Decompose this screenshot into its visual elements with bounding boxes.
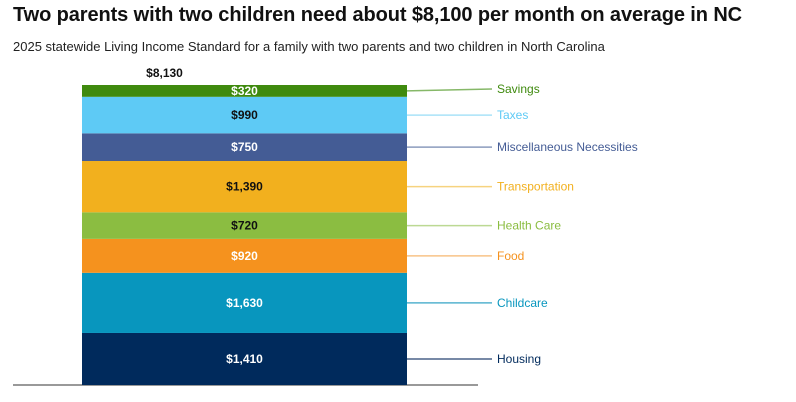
bar-value-label-transportation: $1,390 xyxy=(226,180,263,194)
chart-subtitle: 2025 statewide Living Income Standard fo… xyxy=(13,39,605,54)
bar-segment-savings xyxy=(82,85,407,97)
legend-label-transportation: Transportation xyxy=(497,180,574,194)
bar-segment-transportation xyxy=(82,161,407,213)
legend-label-miscellaneous-necessities: Miscellaneous Necessities xyxy=(497,140,638,154)
legend-label-food: Food xyxy=(497,249,524,263)
bar-value-label-taxes: $990 xyxy=(231,108,258,122)
legend-leader-line-savings xyxy=(406,88,493,92)
legend-label-housing: Housing xyxy=(497,352,541,366)
bar-value-label-housing: $1,410 xyxy=(226,352,263,366)
bar-segment-food xyxy=(82,238,407,273)
bar-segment-miscellaneous-necessities xyxy=(82,133,407,162)
chart-title: Two parents with two children need about… xyxy=(13,4,743,26)
bar-segment-taxes xyxy=(82,96,407,134)
bar-value-label-food: $920 xyxy=(231,249,258,263)
bar-value-label-miscellaneous-necessities: $750 xyxy=(231,140,258,154)
bar-segment-housing xyxy=(82,332,407,385)
bar-segment-childcare xyxy=(82,272,407,333)
legend-label-taxes: Taxes xyxy=(497,108,528,122)
bar-value-label-childcare: $1,630 xyxy=(226,296,263,310)
total-value-label: $8,130 xyxy=(146,66,183,80)
bar-value-label-savings: $320 xyxy=(231,84,258,98)
legend-label-childcare: Childcare xyxy=(497,296,548,310)
bar-value-label-health-care: $720 xyxy=(231,219,258,233)
bar-segment-health-care xyxy=(82,212,407,239)
legend-label-savings: Savings xyxy=(497,82,540,96)
legend-label-health-care: Health Care xyxy=(497,219,561,233)
